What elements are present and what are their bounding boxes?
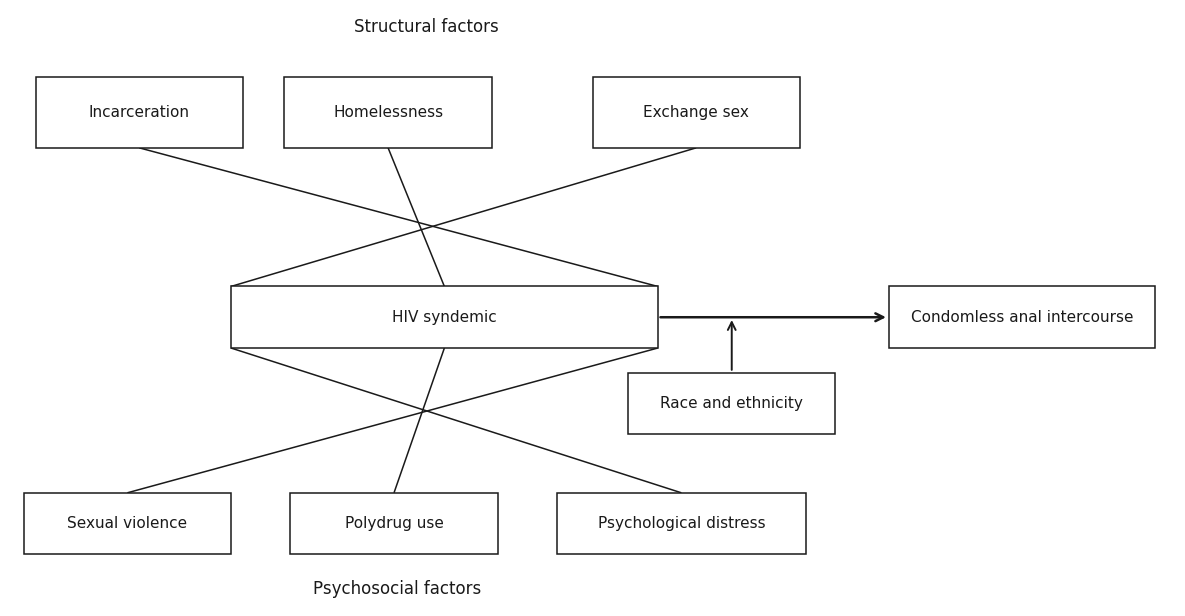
Text: Psychological distress: Psychological distress xyxy=(597,516,766,531)
FancyBboxPatch shape xyxy=(628,373,835,434)
FancyBboxPatch shape xyxy=(284,77,492,148)
Text: Incarceration: Incarceration xyxy=(89,105,190,120)
Text: Structural factors: Structural factors xyxy=(354,18,499,36)
Text: Sexual violence: Sexual violence xyxy=(68,516,187,531)
Text: Condomless anal intercourse: Condomless anal intercourse xyxy=(911,310,1133,325)
Text: Polydrug use: Polydrug use xyxy=(345,516,443,531)
FancyBboxPatch shape xyxy=(557,493,806,554)
FancyBboxPatch shape xyxy=(290,493,498,554)
Text: Homelessness: Homelessness xyxy=(333,105,443,120)
FancyBboxPatch shape xyxy=(231,286,658,348)
FancyBboxPatch shape xyxy=(889,286,1155,348)
Text: Psychosocial factors: Psychosocial factors xyxy=(313,580,481,598)
FancyBboxPatch shape xyxy=(592,77,800,148)
FancyBboxPatch shape xyxy=(24,493,231,554)
Text: Exchange sex: Exchange sex xyxy=(643,105,749,120)
FancyBboxPatch shape xyxy=(36,77,243,148)
Text: Race and ethnicity: Race and ethnicity xyxy=(660,396,803,411)
Text: HIV syndemic: HIV syndemic xyxy=(392,310,497,325)
